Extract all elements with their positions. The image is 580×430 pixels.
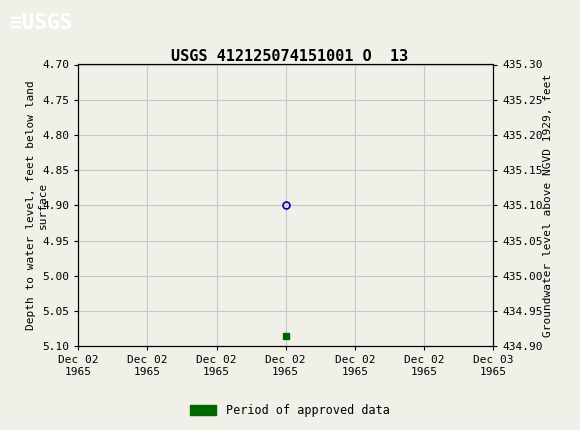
Legend: Period of approved data: Period of approved data bbox=[186, 399, 394, 422]
Y-axis label: Depth to water level, feet below land
surface: Depth to water level, feet below land su… bbox=[26, 80, 48, 330]
Text: ≡USGS: ≡USGS bbox=[9, 12, 72, 33]
Y-axis label: Groundwater level above NGVD 1929, feet: Groundwater level above NGVD 1929, feet bbox=[543, 74, 553, 337]
Text: USGS 412125074151001 O  13: USGS 412125074151001 O 13 bbox=[171, 49, 409, 64]
